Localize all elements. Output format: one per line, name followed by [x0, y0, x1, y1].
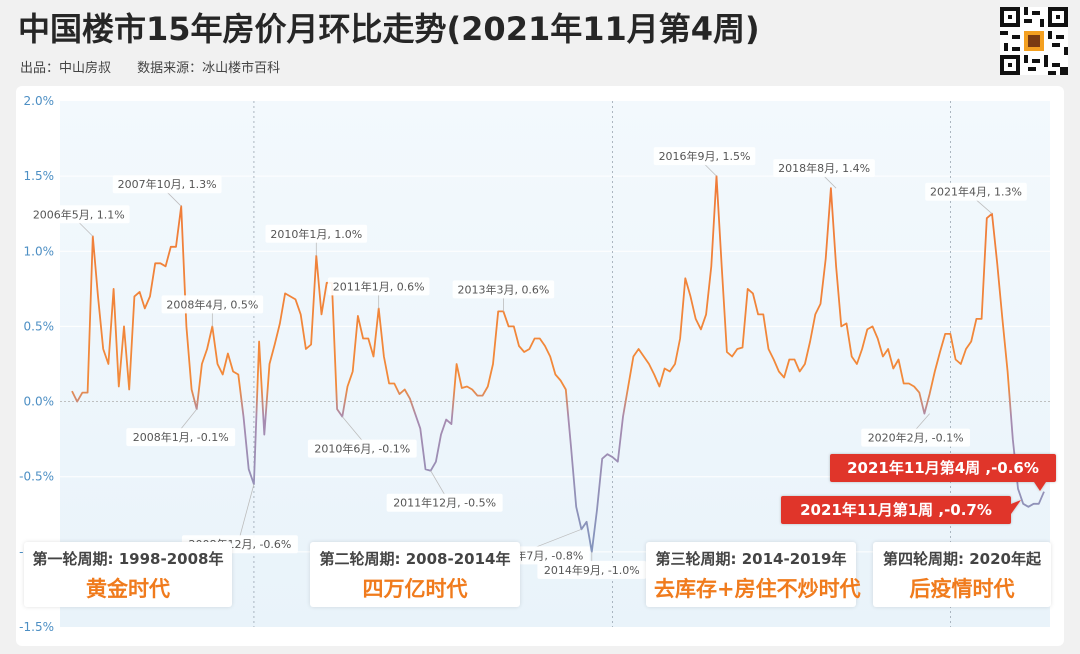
annotation-leader [239, 484, 255, 537]
data-annotation: 2018年8月, 1.4% [773, 159, 875, 189]
page-title: 中国楼市15年房价月环比走势(2021年11月第4周) [18, 10, 760, 48]
annotation-box [861, 428, 971, 447]
period-name: 黄金时代 [86, 577, 170, 601]
annotation-label: 2018年8月, 1.4% [778, 161, 870, 175]
y-tick-label: 0.0% [24, 395, 55, 409]
annotation-label: 2008年4月, 0.5% [166, 297, 258, 311]
data-annotation: 2020年2月, -0.1% [861, 413, 971, 447]
line-chart: 2.0%1.5%1.0%0.5%0.0%-0.5%-1.0%-1.5%2006年… [19, 94, 1056, 634]
callout-label: 2021年11月第4周 ,-0.6% [847, 459, 1039, 477]
callout-label: 2021年11月第1周 ,-0.7% [800, 501, 992, 519]
annotation-box [161, 295, 264, 314]
data-annotation: 2011年1月, 0.6% [327, 277, 430, 309]
period-box-2: 第二轮周期: 2008-2014年 四万亿时代 [310, 542, 520, 607]
period-title: 第一轮周期: 1998-2008年 [32, 550, 224, 568]
data-annotation: 2014年9月, -1.0% [537, 551, 647, 579]
annotation-box [653, 147, 756, 166]
annotation-box [537, 560, 647, 579]
highlight-callout: 2021年11月第1周 ,-0.7% [781, 496, 1021, 524]
annotation-leader [166, 191, 182, 207]
period-title: 第二轮周期: 2008-2014年 [319, 550, 511, 568]
annotation-label: 2007年10月, 1.3% [118, 177, 217, 191]
data-annotation: 2008年1月, -0.1% [126, 408, 236, 447]
period-title: 第三轮周期: 2014-2019年 [655, 550, 847, 568]
period-name: 后疫情时代 [909, 577, 1015, 601]
y-tick-label: 1.0% [24, 244, 55, 258]
source-line: 出品：中山房叔 数据来源：冰山楼市百科 [20, 57, 302, 76]
chart-card: 2.0%1.5%1.0%0.5%0.0%-0.5%-1.0%-1.5%2006年… [16, 86, 1064, 646]
annotation-box [265, 224, 368, 243]
annotation-box [327, 277, 430, 296]
publisher-label: 出品：中山房叔 [20, 61, 112, 76]
data-annotation: 2007年10月, 1.3% [112, 175, 222, 207]
annotation-label: 2006年5月, 1.1% [33, 207, 125, 221]
y-tick-label: -1.5% [19, 620, 54, 634]
callout-box [830, 454, 1056, 482]
annotation-leader [704, 163, 717, 177]
data-annotation: 2008年4月, 0.5% [161, 295, 264, 327]
annotation-leader [975, 199, 993, 215]
annotation-label: 2010年1月, 1.0% [270, 227, 362, 241]
annotation-box [925, 182, 1027, 201]
annotation-label: 2011年12月, -0.5% [393, 496, 496, 510]
annotation-leader [341, 416, 363, 441]
annotation-leader [78, 221, 94, 237]
annotation-leader [535, 528, 582, 548]
period-title: 第四轮周期: 2020年起 [883, 550, 1041, 568]
annotation-label: 2011年1月, 0.6% [333, 279, 425, 293]
annotation-label: 2016年9月, 1.5% [659, 149, 751, 163]
annotation-label: 2020年2月, -0.1% [868, 431, 964, 445]
callout-pointer [1011, 500, 1021, 514]
callout-pointer [1034, 482, 1046, 491]
annotation-box [386, 493, 503, 512]
annotation-box [773, 159, 875, 178]
series-line [71, 175, 1045, 553]
data-annotation: 2021年4月, 1.3% [925, 182, 1027, 215]
data-annotation: 2010年6月, -0.1% [307, 416, 417, 458]
data-annotation: 2006年5月, 1.1% [27, 205, 130, 237]
data-annotation: 2010年1月, 1.0% [265, 224, 368, 256]
y-tick-label: 0.5% [24, 319, 55, 333]
callout-box [781, 496, 1011, 524]
data-annotation: 2013年3月, 0.6% [452, 280, 555, 312]
y-tick-label: -0.5% [19, 470, 54, 484]
period-box-3: 第三轮周期: 2014-2019年 去库存+房住不炒时代 [646, 542, 861, 607]
annotation-box [112, 175, 222, 194]
period-box-4: 第四轮周期: 2020年起 后疫情时代 [873, 542, 1051, 607]
annotation-box [452, 280, 555, 299]
annotation-leader [915, 413, 930, 430]
period-name: 去库存+房住不炒时代 [654, 577, 861, 601]
y-tick-label: 1.5% [24, 169, 55, 183]
annotation-label: 2021年4月, 1.3% [930, 185, 1022, 199]
qr-code-icon [1000, 7, 1068, 75]
annotation-label: 2008年1月, -0.1% [133, 430, 229, 444]
period-name: 四万亿时代 [362, 577, 468, 601]
annotation-label: 2014年9月, -1.0% [544, 563, 640, 577]
data-annotation: 2011年12月, -0.5% [386, 470, 503, 512]
annotation-leader [180, 408, 198, 430]
annotation-box [126, 428, 236, 447]
annotation-box [307, 439, 417, 458]
data-source-label: 数据来源：冰山楼市百科 [137, 61, 281, 76]
annotation-leader [430, 470, 445, 495]
highlight-callout: 2021年11月第4周 ,-0.6% [830, 454, 1056, 491]
annotation-label: 2013年3月, 0.6% [457, 282, 549, 296]
annotation-box [27, 205, 130, 224]
annotation-label: 2010年6月, -0.1% [314, 442, 410, 456]
period-box-1: 第一轮周期: 1998-2008年 黄金时代 [24, 542, 232, 607]
annotation-leader [823, 175, 837, 189]
y-tick-label: 2.0% [24, 94, 55, 108]
data-annotation: 2016年9月, 1.5% [653, 147, 756, 177]
